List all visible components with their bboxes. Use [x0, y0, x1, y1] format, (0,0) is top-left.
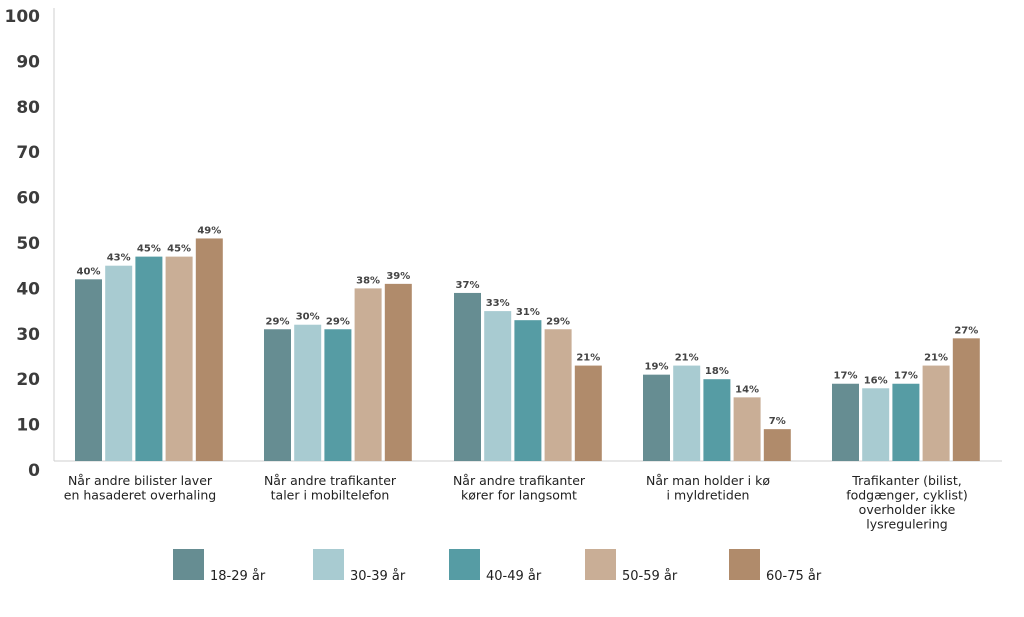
- category-label: overholder ikke: [859, 502, 956, 517]
- data-label: 38%: [356, 275, 380, 286]
- data-label: 45%: [137, 244, 161, 255]
- category-label: en hasaderet overhaling: [64, 488, 216, 503]
- y-tick-label: 10: [16, 416, 40, 436]
- data-label: 14%: [735, 384, 759, 395]
- y-tick-label: 80: [16, 98, 40, 118]
- bar: [264, 329, 291, 461]
- bar: [514, 320, 542, 461]
- legend-swatch: [449, 549, 480, 580]
- bar: [105, 265, 133, 461]
- bar: [763, 429, 791, 461]
- data-label: 30%: [296, 312, 320, 323]
- category-label: Når andre bilister laver: [68, 473, 213, 488]
- bar: [75, 279, 102, 461]
- bar: [294, 324, 322, 461]
- data-label: 43%: [107, 253, 131, 264]
- y-tick-label: 40: [16, 279, 40, 299]
- bar: [484, 311, 512, 461]
- category-label: kører for langsomt: [461, 488, 577, 503]
- data-label: 21%: [576, 353, 600, 364]
- y-tick-label: 0: [28, 461, 40, 481]
- data-label: 17%: [894, 371, 918, 382]
- bar: [354, 288, 382, 461]
- data-label: 18%: [705, 366, 729, 377]
- legend-swatch: [173, 549, 204, 580]
- data-label: 7%: [769, 416, 786, 427]
- category-label: taler i mobiltelefon: [271, 488, 390, 503]
- bar: [643, 374, 670, 461]
- legend-label: 50-59 år: [622, 569, 678, 584]
- legend-label: 40-49 år: [486, 569, 542, 584]
- data-label: 45%: [167, 244, 191, 255]
- bar: [892, 383, 920, 461]
- category-label: fodgænger, cyklist): [846, 488, 968, 503]
- data-label: 40%: [77, 266, 101, 277]
- data-label: 39%: [386, 271, 410, 282]
- data-label: 16%: [864, 375, 888, 386]
- y-tick-label: 60: [16, 189, 40, 209]
- data-label: 17%: [834, 371, 858, 382]
- y-tick-label: 70: [16, 143, 40, 163]
- bar: [862, 388, 890, 461]
- legend-swatch: [313, 549, 344, 580]
- legend-label: 60-75 år: [766, 569, 822, 584]
- y-tick-label: 90: [16, 52, 40, 72]
- legend-swatch: [729, 549, 760, 580]
- data-label: 27%: [954, 325, 978, 336]
- data-label: 21%: [675, 353, 699, 364]
- bar: [544, 329, 572, 461]
- legend-swatch: [585, 549, 616, 580]
- category-label: i myldretiden: [667, 488, 750, 503]
- category-label: Når andre trafikanter: [264, 473, 397, 488]
- y-tick-label: 30: [16, 325, 40, 345]
- legend-label: 30-39 år: [350, 569, 406, 584]
- bar: [673, 365, 701, 461]
- bar: [922, 365, 950, 461]
- bar: [195, 238, 223, 461]
- legend: 18-29 år 30-39 år 40-49 år 50-59 år 60-75 år: [173, 549, 822, 584]
- bar: [384, 283, 412, 461]
- data-labels: 40% 29% 37% 19% 17% 43% 30% 33% 21% 16% 45% 29% 31% 1…: [77, 225, 979, 427]
- legend-label: 18-29 år: [210, 569, 266, 584]
- y-tick-label: 100: [5, 7, 41, 27]
- data-label: 19%: [645, 362, 669, 373]
- data-label: 21%: [924, 353, 948, 364]
- category-label: Trafikanter (bilist,: [851, 473, 961, 488]
- data-label: 49%: [197, 225, 221, 236]
- bar: [135, 256, 163, 461]
- data-label: 31%: [516, 307, 540, 318]
- bar-series: [75, 238, 980, 461]
- bar: [165, 256, 193, 461]
- data-label: 33%: [486, 298, 510, 309]
- y-tick-label: 50: [16, 234, 40, 254]
- bar: [703, 379, 731, 461]
- category-label: Når man holder i kø: [646, 473, 770, 488]
- data-label: 29%: [326, 316, 350, 327]
- data-label: 29%: [266, 316, 290, 327]
- bar: [832, 383, 859, 461]
- bar: [574, 365, 602, 461]
- bar: [454, 292, 481, 461]
- category-label: lysregulering: [866, 517, 947, 532]
- data-label: 37%: [456, 280, 480, 291]
- bar: [324, 329, 352, 461]
- y-tick-labels: 0 10 20 30 40 50 60 70 80 90 100: [5, 7, 41, 481]
- bar: [952, 338, 980, 461]
- bar: [733, 397, 761, 461]
- y-tick-label: 20: [16, 370, 40, 390]
- category-label: Når andre trafikanter: [453, 473, 586, 488]
- data-label: 29%: [546, 316, 570, 327]
